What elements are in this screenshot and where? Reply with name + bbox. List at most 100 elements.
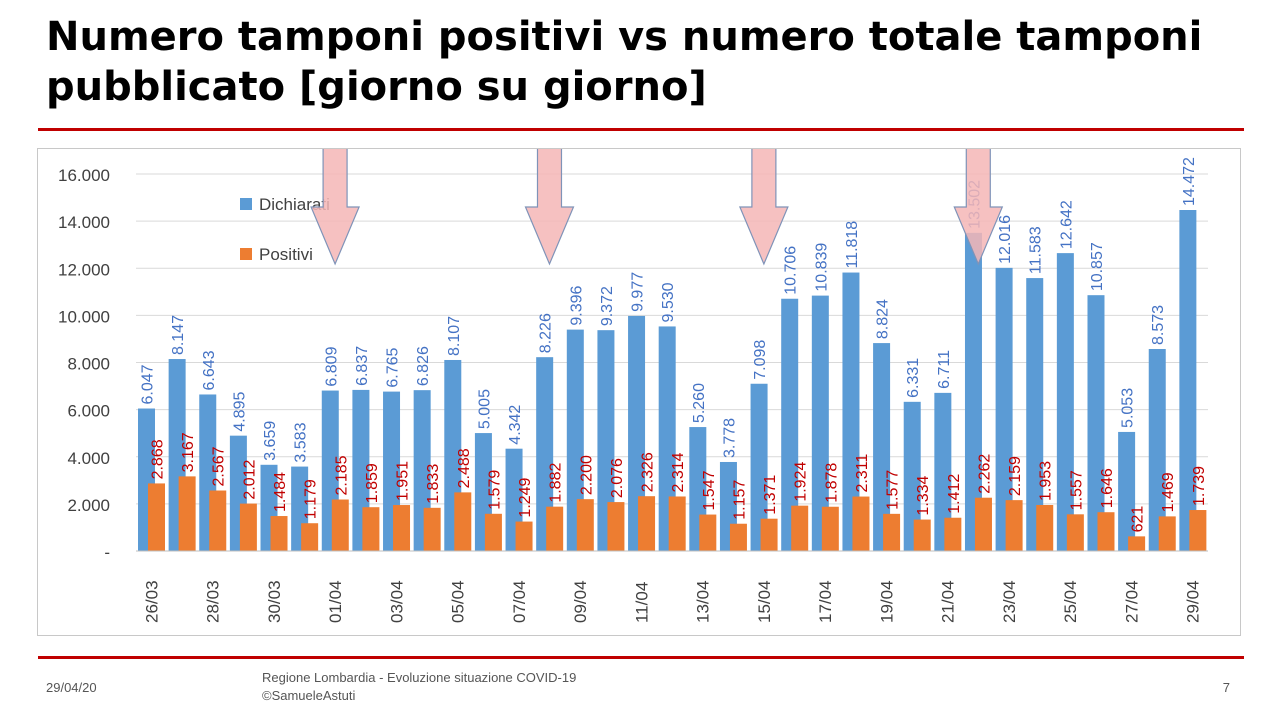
data-label-positivi: 621 [1130, 506, 1147, 533]
y-tick-label: 14.000 [58, 213, 110, 232]
data-label-dichiarati: 3.583 [293, 422, 310, 462]
legend-label-positivi: Positivi [259, 245, 313, 264]
bar-dichiarati [781, 298, 799, 551]
bar-positivi [852, 496, 870, 551]
bar-positivi [638, 496, 656, 551]
bar-positivi [791, 505, 809, 551]
bar-dichiarati [995, 267, 1013, 551]
x-tick-label: 03/04 [387, 580, 406, 623]
bar-positivi [913, 519, 931, 551]
data-label-dichiarati: 4.895 [231, 392, 248, 432]
y-tick-label: 2.000 [67, 496, 110, 515]
data-label-dichiarati: 8.226 [538, 313, 555, 353]
data-label-positivi: 3.167 [180, 432, 197, 472]
data-label-dichiarati: 6.331 [905, 358, 922, 398]
footer-divider [38, 656, 1244, 659]
data-label-positivi: 1.833 [425, 464, 442, 504]
y-tick-label: 8.000 [67, 355, 110, 374]
data-label-positivi: 1.469 [1160, 472, 1177, 512]
bar-dichiarati [750, 383, 768, 551]
data-label-positivi: 1.557 [1068, 470, 1085, 510]
slide-title: Numero tamponi positivi vs numero totale… [46, 14, 1203, 110]
bar-positivi [515, 521, 533, 551]
data-label-dichiarati: 11.583 [1028, 226, 1045, 274]
bar-dichiarati [566, 329, 584, 551]
x-tick-label: 15/04 [755, 580, 774, 623]
x-tick-label: 23/04 [1000, 580, 1019, 623]
x-tick-label: 26/03 [142, 580, 161, 623]
data-label-dichiarati: 5.260 [691, 383, 708, 423]
data-label-positivi: 1.547 [701, 470, 718, 510]
data-label-dichiarati: 10.706 [783, 246, 800, 295]
bars [138, 210, 1207, 551]
data-label-dichiarati: 12.642 [1058, 200, 1075, 249]
x-tick-label: 27/04 [1122, 580, 1141, 623]
bar-positivi [944, 517, 962, 551]
legend-swatch-dichiarati [240, 198, 252, 210]
data-label-dichiarati: 8.824 [875, 299, 892, 339]
y-tick-label: 12.000 [58, 260, 110, 279]
bar-positivi [821, 506, 839, 551]
bar-positivi [393, 505, 411, 551]
bar-positivi [729, 523, 747, 551]
data-label-dichiarati: 6.765 [385, 347, 402, 387]
x-tick-label: 05/04 [449, 580, 468, 623]
bar-positivi [760, 518, 778, 551]
bar-positivi [1066, 514, 1084, 551]
x-tick-label: 28/03 [204, 580, 223, 623]
bar-positivi [1036, 504, 1054, 551]
bar-dichiarati [842, 272, 860, 551]
bar-dichiarati [536, 357, 554, 551]
page-number: 7 [1222, 680, 1230, 695]
data-label-dichiarati: 5.053 [1120, 388, 1137, 428]
data-label-positivi: 1.579 [486, 470, 503, 510]
y-tick-label: 4.000 [67, 449, 110, 468]
footer-source-line1: Regione Lombardia - Evoluzione situazion… [262, 670, 577, 685]
data-label-positivi: 2.262 [976, 454, 993, 494]
data-label-positivi: 1.249 [517, 477, 534, 517]
data-label-dichiarati: 8.147 [170, 315, 187, 355]
bar-dichiarati [1026, 278, 1044, 551]
x-tick-label: 09/04 [571, 580, 590, 623]
x-tick-label: 25/04 [1061, 580, 1080, 623]
bar-positivi [331, 499, 349, 551]
bar-positivi [607, 502, 625, 551]
data-label-dichiarati: 10.839 [813, 243, 830, 292]
x-tick-label: 29/04 [1184, 580, 1203, 623]
data-label-positivi: 1.953 [1038, 461, 1055, 501]
data-label-dichiarati: 8.107 [446, 316, 463, 356]
bar-dichiarati [1056, 253, 1074, 551]
data-label-positivi: 2.868 [150, 439, 167, 479]
bar-dichiarati [903, 401, 921, 551]
bar-dichiarati [1148, 348, 1166, 551]
bar-positivi [576, 499, 594, 551]
x-tick-label: 01/04 [326, 580, 345, 623]
bar-positivi [209, 490, 227, 551]
data-label-dichiarati: 6.047 [140, 364, 157, 404]
bar-positivi [1158, 516, 1176, 551]
bar-positivi [362, 507, 380, 551]
x-tick-label: 13/04 [694, 580, 713, 623]
data-label-positivi: 1.859 [364, 463, 381, 503]
data-label-positivi: 1.577 [885, 470, 902, 510]
bar-positivi [484, 513, 502, 551]
bar-dichiarati [811, 295, 829, 551]
data-label-dichiarati: 6.826 [415, 346, 432, 386]
annotation-arrows [310, 149, 1004, 266]
data-label-dichiarati: 7.098 [752, 340, 769, 380]
title-divider [38, 128, 1244, 131]
data-label-dichiarati: 9.372 [599, 286, 616, 326]
bar-dichiarati [964, 232, 982, 551]
footer-date: 29/04/20 [46, 680, 97, 695]
data-label-positivi: 2.185 [333, 455, 350, 495]
data-label-positivi: 2.311 [854, 454, 871, 493]
bar-dichiarati [1179, 210, 1197, 551]
data-label-dichiarati: 3.659 [262, 421, 279, 461]
data-label-positivi: 1.878 [823, 463, 840, 503]
data-label-positivi: 1.334 [915, 475, 932, 515]
data-label-dichiarati: 6.643 [201, 350, 218, 390]
x-tick-label: 30/03 [265, 580, 284, 623]
bar-dichiarati [628, 315, 646, 551]
